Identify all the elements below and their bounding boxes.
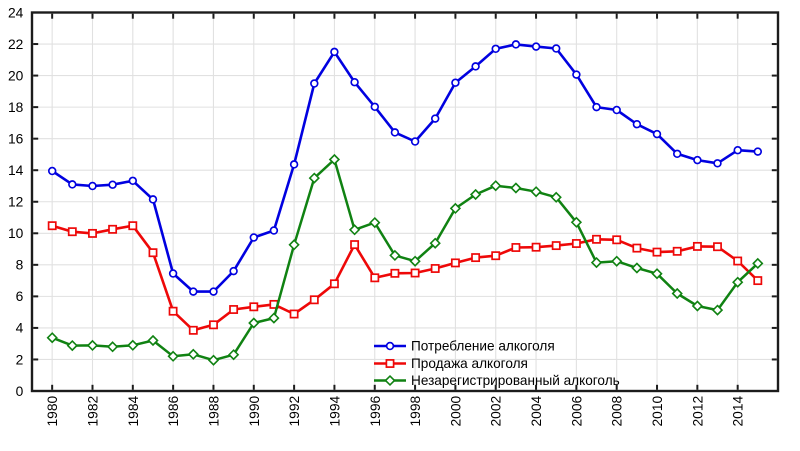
svg-text:24: 24 (8, 5, 24, 20)
svg-text:2000: 2000 (448, 395, 463, 426)
svg-text:2002: 2002 (489, 396, 504, 427)
svg-text:2008: 2008 (610, 395, 625, 426)
svg-text:16: 16 (8, 131, 24, 146)
svg-text:1980: 1980 (45, 395, 60, 426)
svg-text:1982: 1982 (85, 396, 100, 427)
svg-text:10: 10 (8, 226, 24, 241)
svg-text:2014: 2014 (731, 395, 746, 426)
svg-text:Незарегистрированный алкоголь: Незарегистрированный алкоголь (411, 373, 620, 388)
svg-text:2006: 2006 (569, 395, 584, 426)
svg-text:1984: 1984 (126, 395, 141, 426)
svg-text:14: 14 (8, 163, 24, 178)
svg-text:22: 22 (8, 37, 23, 52)
svg-text:2: 2 (16, 352, 24, 367)
svg-text:2012: 2012 (690, 396, 705, 427)
svg-text:20: 20 (8, 68, 24, 83)
svg-text:18: 18 (8, 100, 24, 115)
svg-text:0: 0 (16, 384, 24, 399)
svg-text:1998: 1998 (408, 395, 423, 426)
svg-text:1990: 1990 (247, 395, 262, 426)
svg-text:Продажа алкоголя: Продажа алкоголя (411, 356, 528, 371)
svg-text:8: 8 (16, 258, 24, 273)
svg-text:2010: 2010 (650, 395, 665, 426)
svg-text:6: 6 (16, 289, 24, 304)
svg-text:1986: 1986 (166, 395, 181, 426)
svg-text:2004: 2004 (529, 395, 544, 426)
svg-text:1988: 1988 (206, 395, 221, 426)
svg-text:12: 12 (8, 195, 23, 210)
svg-text:1992: 1992 (287, 396, 302, 427)
svg-text:1994: 1994 (327, 395, 342, 426)
svg-text:4: 4 (16, 321, 24, 336)
svg-text:Потребление алкоголя: Потребление алкоголя (411, 339, 555, 354)
svg-text:1996: 1996 (368, 395, 383, 426)
